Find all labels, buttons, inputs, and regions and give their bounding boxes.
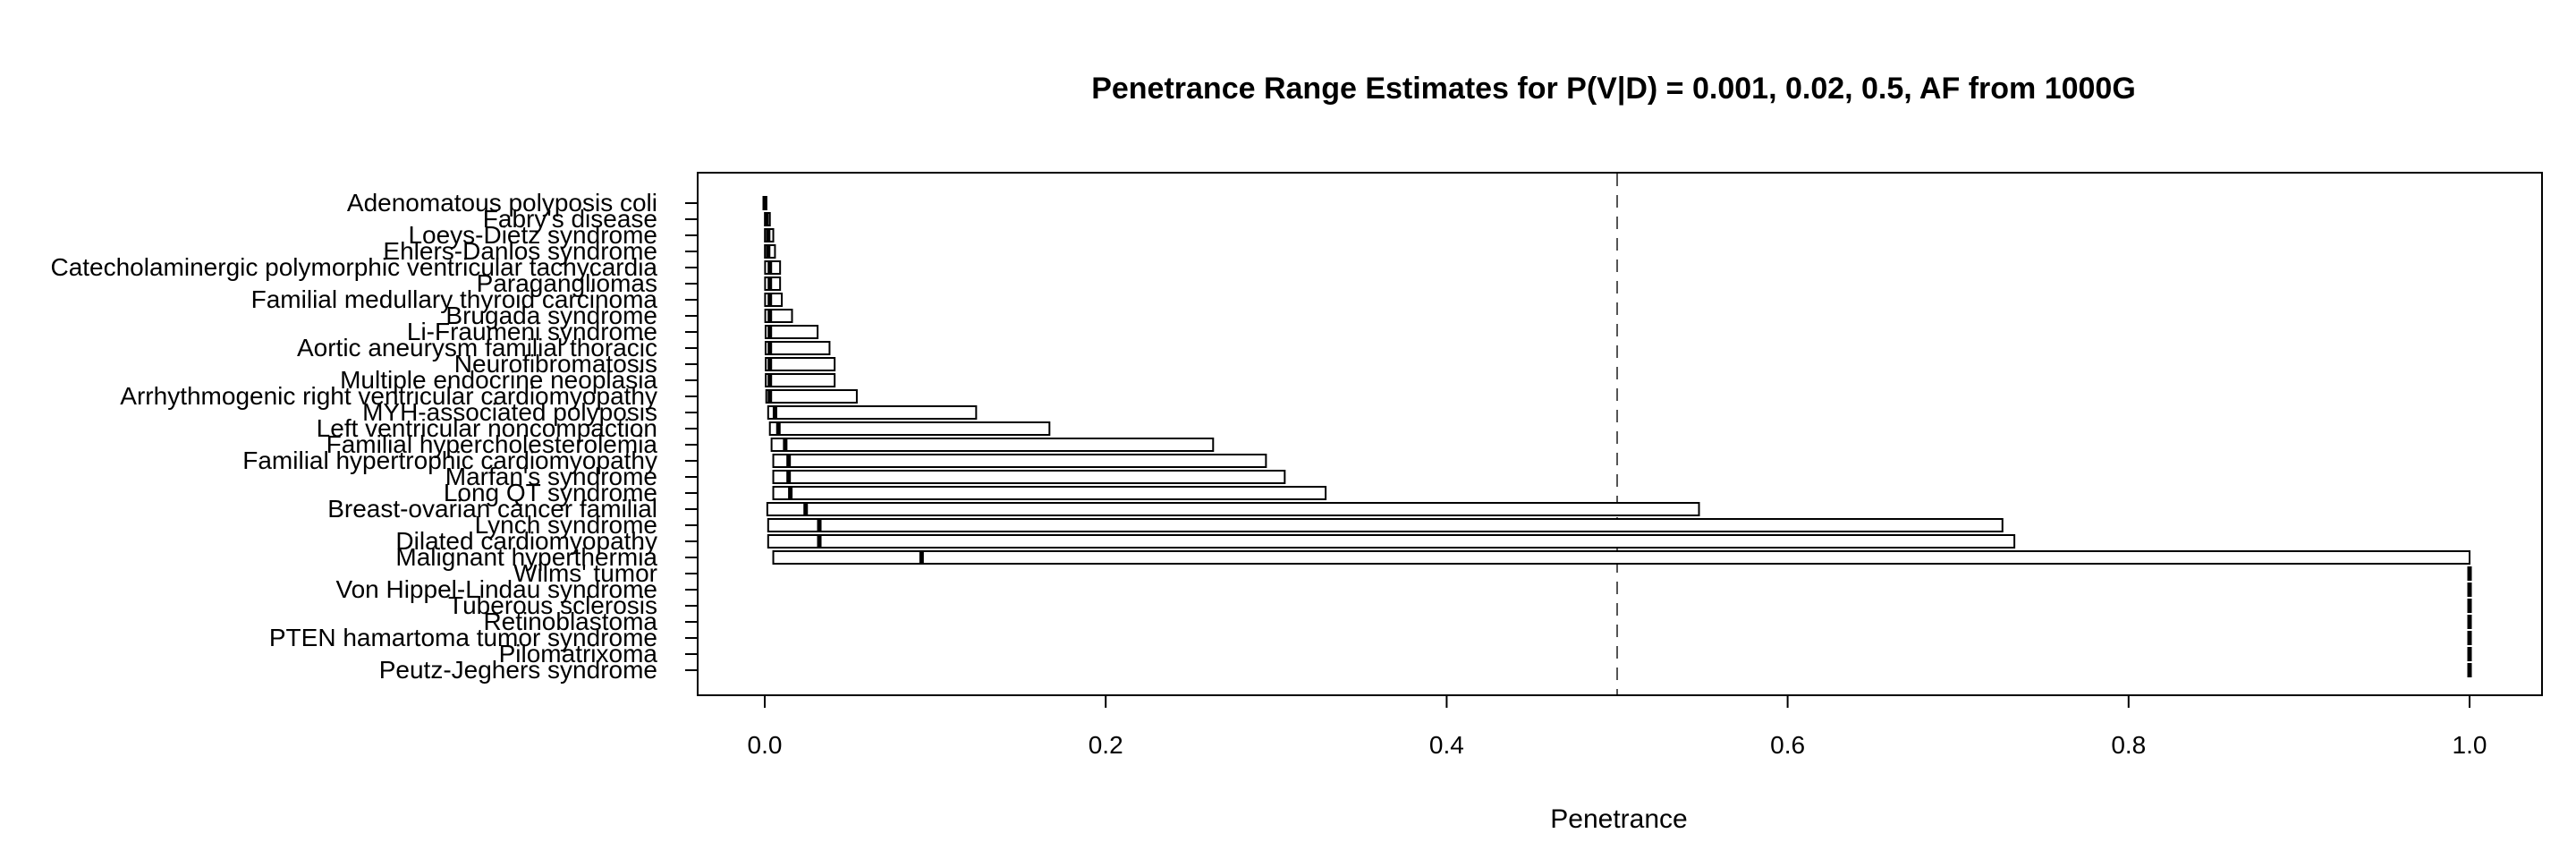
- chart-title: Penetrance Range Estimates for P(V|D) = …: [1091, 72, 2136, 106]
- category-label: Pilomatrixoma: [499, 640, 658, 668]
- x-tick-label: 0.0: [748, 731, 783, 759]
- x-tick-label: 1.0: [2453, 731, 2487, 759]
- category-label: Catecholaminergic polymorphic ventricula…: [50, 253, 657, 281]
- category-label: Familial hypercholesterolemia: [326, 430, 658, 458]
- category-label: Peutz-Jeghers syndrome: [379, 656, 657, 684]
- category-label: Dilated cardiomyopathy: [395, 527, 657, 555]
- category-label: Von Hippel-Lindau syndrome: [335, 575, 657, 603]
- range-bar: [765, 389, 858, 404]
- range-bar: [767, 518, 2004, 532]
- range-bar: [765, 373, 836, 387]
- category-label: Fabry's disease: [483, 205, 657, 233]
- x-tick-label: 0.8: [2111, 731, 2146, 759]
- range-bar: [765, 357, 836, 371]
- category-label: PTEN hamartoma tumor syndrome: [269, 624, 657, 651]
- category-label: Familial hypertrophic cardiomyopathy: [242, 447, 657, 474]
- category-label: Wilms' tumor: [513, 559, 657, 587]
- range-bar: [772, 550, 2470, 565]
- x-tick-label: 0.6: [1770, 731, 1805, 759]
- range-bar: [764, 260, 782, 275]
- bars-group: [762, 196, 2472, 677]
- x-axis: 0.0 0.2 0.4 0.6 0.8 1.0: [748, 694, 2487, 759]
- range-bar: [764, 293, 784, 307]
- category-label: Li-Fraumeni syndrome: [407, 318, 657, 345]
- x-tick-label: 0.4: [1429, 731, 1464, 759]
- category-label: Familial medullary thyroid carcinoma: [251, 285, 658, 313]
- category-label: Tuberous sclerosis: [448, 591, 657, 619]
- category-label: Long QT syndrome: [444, 479, 657, 506]
- category-label: Left ventricular noncompaction: [317, 414, 657, 442]
- category-label: Aortic aneurysm familial thoracic: [297, 334, 657, 361]
- category-label: Malignant hyperthermia: [395, 543, 657, 571]
- category-label: Multiple endocrine neoplasia: [340, 366, 657, 394]
- category-label: Lynch syndrome: [475, 511, 657, 539]
- category-label: Brugada syndrome: [445, 302, 657, 329]
- range-bar: [772, 470, 1286, 484]
- range-bar: [764, 325, 819, 339]
- category-label: Adenomatous polyposis coli: [347, 189, 657, 217]
- category-label: Loeys-Dietz syndrome: [408, 221, 657, 249]
- range-bar: [767, 534, 2016, 549]
- category-label: Retinoblastoma: [483, 608, 657, 635]
- category-label: Marfan's syndrome: [445, 463, 657, 490]
- category-label: Breast-ovarian cancer familial: [327, 495, 657, 523]
- range-bar: [770, 438, 1215, 452]
- category-label: Neurofibromatosis: [454, 350, 657, 378]
- range-bar: [764, 276, 782, 291]
- x-tick-label: 0.2: [1089, 731, 1123, 759]
- range-bar: [764, 341, 831, 355]
- range-bar: [766, 502, 1700, 516]
- category-label: MYH-associated polyposis: [362, 398, 657, 426]
- category-label: Paragangliomas: [477, 269, 657, 297]
- x-axis-title: Penetrance: [1550, 804, 1687, 834]
- range-bar: [768, 421, 1051, 436]
- category-label: Ehlers-Danlos syndrome: [383, 237, 657, 265]
- range-bar: [767, 405, 978, 420]
- range-bar: [772, 454, 1267, 468]
- range-bar: [772, 486, 1327, 500]
- category-label: Arrhythmogenic right ventricular cardiom…: [120, 382, 657, 410]
